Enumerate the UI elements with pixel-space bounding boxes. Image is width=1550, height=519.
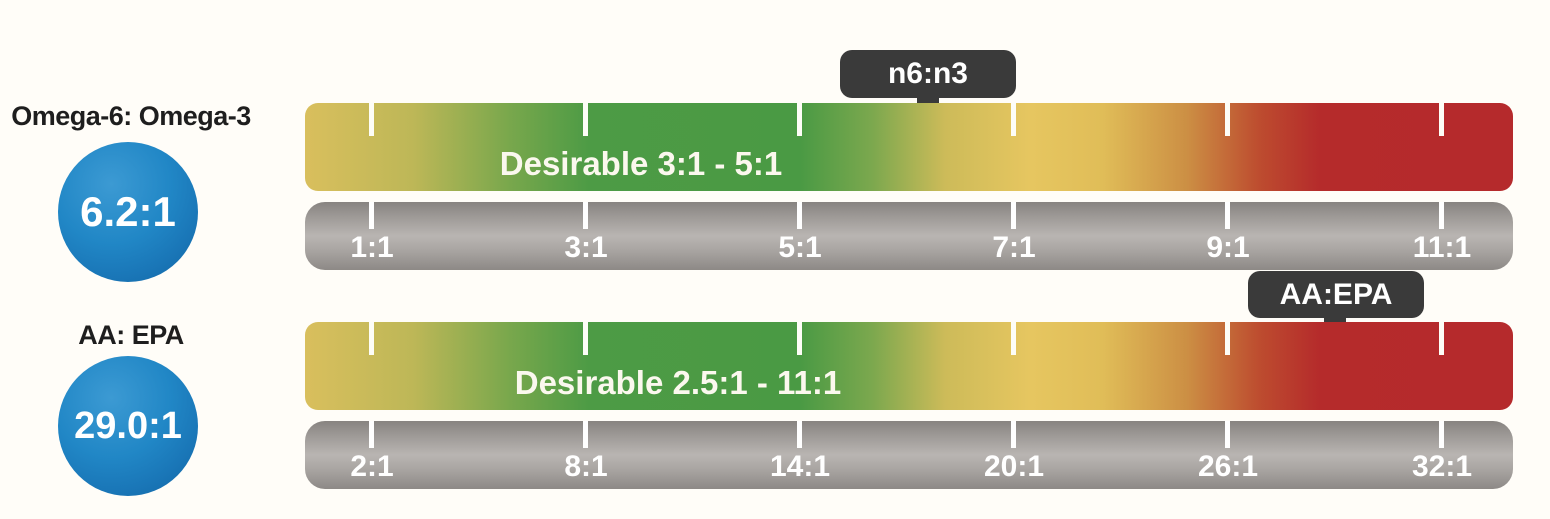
- tick-mark: [797, 202, 802, 229]
- scale-tick-label: 7:1: [992, 231, 1036, 264]
- tick-mark: [1225, 202, 1230, 229]
- tick-mark: [1011, 202, 1016, 229]
- tick-mark: [583, 202, 588, 229]
- tick-mark: [1439, 103, 1444, 136]
- omega6-omega3-value: 6.2:1: [80, 188, 176, 235]
- aa-epa-marker-badge: AA:EPA: [1248, 271, 1424, 318]
- tick-mark: [1225, 322, 1230, 355]
- scale-tick-label: 20:1: [983, 450, 1045, 483]
- tick-mark: [1439, 421, 1444, 448]
- tick-mark: [1439, 202, 1444, 229]
- aa-epa-title: AA: EPA: [78, 320, 184, 350]
- tick-mark: [797, 421, 802, 448]
- aa-epa-scale-bar: 2:1 8:1 14:1 20:1 26:1 32:1: [305, 421, 1513, 489]
- tick-mark: [369, 202, 374, 229]
- tick-mark: [797, 322, 802, 355]
- scale-tick-label: 3:1: [564, 231, 608, 264]
- omega6-omega3-value-circle: 6.2:1: [58, 142, 198, 282]
- scale-tick-label: 8:1: [564, 450, 608, 483]
- scale-tick-label: 11:1: [1412, 231, 1472, 264]
- tick-mark: [1225, 421, 1230, 448]
- scale-tick-label: 1:1: [350, 231, 394, 264]
- tick-mark: [583, 322, 588, 355]
- omega6-omega3-scale-bar: 1:1 3:1 5:1 7:1 9:1 11:1: [305, 202, 1513, 270]
- aa-epa-value-circle: 29.0:1: [58, 356, 198, 496]
- scale-tick-label: 32:1: [1411, 450, 1473, 483]
- tick-mark: [583, 103, 588, 136]
- scale-tick-label: 5:1: [778, 231, 822, 264]
- tick-mark: [1011, 103, 1016, 136]
- tick-mark: [583, 421, 588, 448]
- tick-mark: [369, 103, 374, 136]
- omega6-omega3-gradient-bar: Desirable 3:1 - 5:1: [305, 103, 1513, 191]
- scale-tick-label: 26:1: [1197, 450, 1259, 483]
- desirable-range-label: Desirable 2.5:1 - 11:1: [514, 364, 842, 401]
- scale-tick-label: 14:1: [769, 450, 831, 483]
- omega6-omega3-title: Omega-6: Omega-3: [11, 101, 251, 131]
- desirable-range-label: Desirable 3:1 - 5:1: [499, 145, 783, 182]
- tick-mark: [1011, 421, 1016, 448]
- scale-tick-label: 2:1: [350, 450, 394, 483]
- tick-mark: [797, 103, 802, 136]
- tick-mark: [1225, 103, 1230, 136]
- tick-mark: [1011, 322, 1016, 355]
- tick-mark: [1439, 322, 1444, 355]
- aa-epa-value: 29.0:1: [74, 404, 182, 447]
- aa-epa-gradient-bar: Desirable 2.5:1 - 11:1: [305, 322, 1513, 410]
- scale-tick-label: 9:1: [1206, 231, 1250, 264]
- n6n3-marker-badge: n6:n3: [840, 50, 1016, 98]
- tick-mark: [369, 322, 374, 355]
- tick-mark: [369, 421, 374, 448]
